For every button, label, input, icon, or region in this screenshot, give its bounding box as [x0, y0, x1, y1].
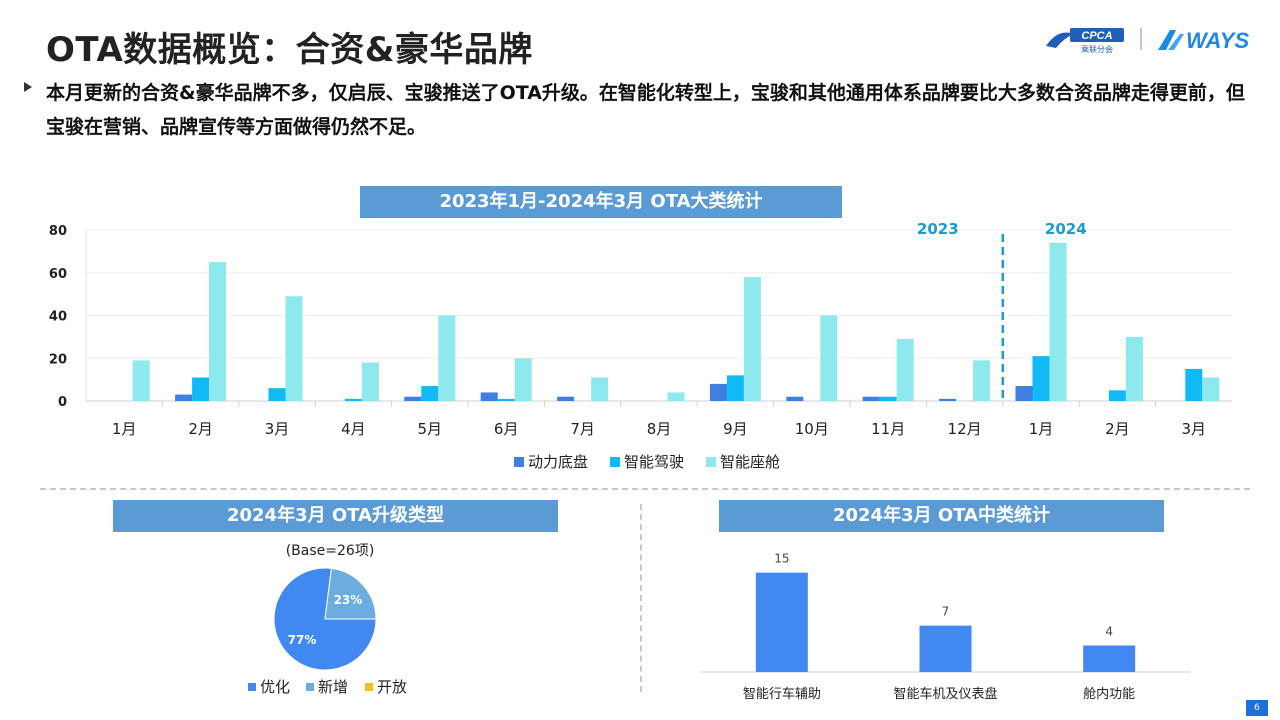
bar-cockpit — [1049, 242, 1067, 401]
year-label-2024: 2024 — [1045, 220, 1087, 238]
y-tick-label: 60 — [49, 267, 67, 282]
x-tick-label: 9月 — [723, 420, 748, 438]
legend-label: 智能座舱 — [720, 453, 780, 471]
logo-group: CPCA 乘联分会 WAYS — [1044, 22, 1264, 58]
bar-adas — [497, 398, 515, 401]
pie-subtitle: (Base=26项) — [286, 543, 375, 559]
bar-cockpit — [591, 377, 609, 401]
bar-cockpit — [973, 360, 991, 401]
mid-bar-value-label: 7 — [942, 605, 950, 619]
x-tick-label: 7月 — [570, 420, 595, 438]
x-tick-label: 3月 — [265, 420, 290, 438]
x-tick-label: 11月 — [871, 420, 905, 438]
x-tick-label: 3月 — [1182, 420, 1207, 438]
bar-cockpit — [361, 362, 379, 401]
legend-swatch-adas — [610, 457, 620, 467]
y-tick-label: 20 — [49, 352, 67, 367]
section-divider-vertical — [640, 504, 642, 692]
year-label-2023: 2023 — [917, 220, 959, 238]
x-tick-label: 8月 — [647, 420, 672, 438]
pie-legend-swatch-optimize — [248, 683, 256, 691]
pie-legend-swatch-new — [306, 683, 314, 691]
summary-text: 本月更新的合资&豪华品牌不多，仅启辰、宝骏推送了OTA升级。在智能化转型上，宝骏… — [46, 82, 1245, 138]
x-tick-label: 1月 — [112, 420, 137, 438]
pie-value-label: 77% — [288, 633, 317, 647]
legend-swatch-cockpit — [706, 457, 716, 467]
bar-adas — [879, 396, 897, 401]
bar-powertrain — [939, 398, 957, 401]
cpca-logo: CPCA 乘联分会 — [1046, 28, 1124, 54]
pie-slice-optimize — [273, 567, 377, 671]
bar-adas — [726, 375, 744, 401]
legend-swatch-powertrain — [514, 457, 524, 467]
bar-powertrain — [557, 396, 575, 401]
bar-cockpit — [438, 315, 456, 401]
bar-cockpit — [285, 296, 303, 401]
bar-cockpit — [132, 360, 150, 401]
x-tick-label: 2月 — [1105, 420, 1130, 438]
ways-logo-text: WAYS — [1186, 28, 1249, 53]
cpca-logo-text: CPCA — [1081, 30, 1112, 42]
mid-x-tick-label: 舱内功能 — [1083, 686, 1135, 702]
ways-logo: WAYS — [1158, 28, 1249, 53]
y-tick-label: 80 — [49, 224, 67, 239]
bar-powertrain — [709, 383, 727, 401]
main-chart-title: 2023年1月-2024年3月 OTA大类统计 — [360, 186, 842, 218]
pie-legend-label: 优化 — [260, 678, 290, 696]
mid-x-tick-label: 智能行车辅助 — [743, 686, 821, 702]
bar-powertrain — [175, 394, 193, 401]
y-tick-label: 40 — [49, 310, 67, 325]
pie-slice-new — [324, 567, 377, 620]
bar-powertrain — [480, 392, 498, 401]
logo-divider — [1140, 28, 1142, 50]
x-tick-label: 10月 — [795, 420, 829, 438]
bar-cockpit — [743, 277, 761, 401]
section-divider-horizontal — [40, 488, 1250, 490]
bar-adas — [1032, 356, 1050, 401]
bar-adas — [1185, 368, 1203, 401]
x-tick-label: 12月 — [948, 420, 982, 438]
bar-cockpit — [1202, 377, 1220, 401]
pie-legend-label: 新增 — [318, 678, 348, 696]
x-tick-label: 6月 — [494, 420, 519, 438]
bar-cockpit — [896, 339, 914, 401]
pie-chart-title: 2024年3月 OTA升级类型 — [113, 500, 558, 532]
mid-bar-value-label: 15 — [774, 552, 789, 566]
bar-cockpit — [514, 358, 532, 401]
x-tick-label: 1月 — [1029, 420, 1054, 438]
x-tick-label: 2月 — [188, 420, 213, 438]
page-number: 6 — [1246, 700, 1268, 716]
pie-value-label: 23% — [334, 593, 363, 607]
bar-adas — [1108, 390, 1126, 401]
mid-bar-value-label: 4 — [1105, 625, 1113, 639]
bar-cockpit — [820, 315, 838, 401]
mid-bar — [919, 625, 972, 672]
triangle-right-icon — [24, 82, 32, 92]
bar-cockpit — [667, 392, 685, 401]
page-title: OTA数据概览：合资&豪华品牌 — [46, 30, 533, 70]
x-tick-label: 5月 — [418, 420, 443, 438]
mid-bar — [755, 572, 808, 672]
legend-label: 动力底盘 — [528, 453, 588, 471]
pie-legend-label: 开放 — [377, 678, 407, 696]
legend-label: 智能驾驶 — [624, 453, 684, 471]
bar-adas — [268, 388, 286, 401]
bar-adas — [421, 386, 439, 401]
bar-powertrain — [1015, 386, 1033, 401]
bar-adas — [192, 377, 210, 401]
bar-cockpit — [209, 262, 227, 401]
y-tick-label: 0 — [58, 395, 67, 410]
bar-powertrain — [404, 396, 422, 401]
bar-adas — [344, 398, 362, 401]
bar-powertrain — [862, 396, 880, 401]
mid-x-tick-label: 智能车机及仪表盘 — [893, 686, 997, 702]
pie-legend-swatch-open — [365, 683, 373, 691]
mid-bar — [1083, 645, 1136, 672]
mid-chart-title: 2024年3月 OTA中类统计 — [719, 500, 1164, 532]
cpca-logo-subtext: 乘联分会 — [1081, 44, 1113, 54]
x-tick-label: 4月 — [341, 420, 366, 438]
bar-powertrain — [786, 396, 804, 401]
bar-cockpit — [1125, 336, 1143, 401]
